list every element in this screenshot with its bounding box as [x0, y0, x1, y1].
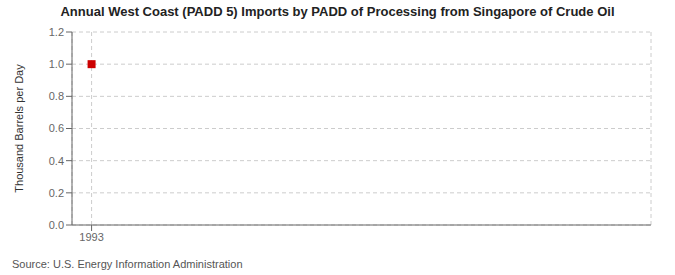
svg-text:0.8: 0.8: [49, 90, 64, 102]
svg-text:1.2: 1.2: [49, 26, 64, 38]
html-text:Annual West Coast (PADD 5) Imp: Annual West Coast (PADD 5) Imports by PA…: [60, 4, 615, 19]
svg-text:0.6: 0.6: [49, 122, 64, 134]
svg-text:Thousand Barrels per Day: Thousand Barrels per Day: [13, 64, 25, 193]
html-text:Source: U.S. Energy Informatio: Source: U.S. Energy Information Administ…: [12, 258, 243, 270]
svg-text:0.4: 0.4: [49, 155, 64, 167]
svg-text:0.0: 0.0: [49, 219, 64, 231]
svg-text:1.0: 1.0: [49, 58, 64, 70]
svg-text:1993: 1993: [79, 231, 103, 243]
svg-text:0.2: 0.2: [49, 187, 64, 199]
